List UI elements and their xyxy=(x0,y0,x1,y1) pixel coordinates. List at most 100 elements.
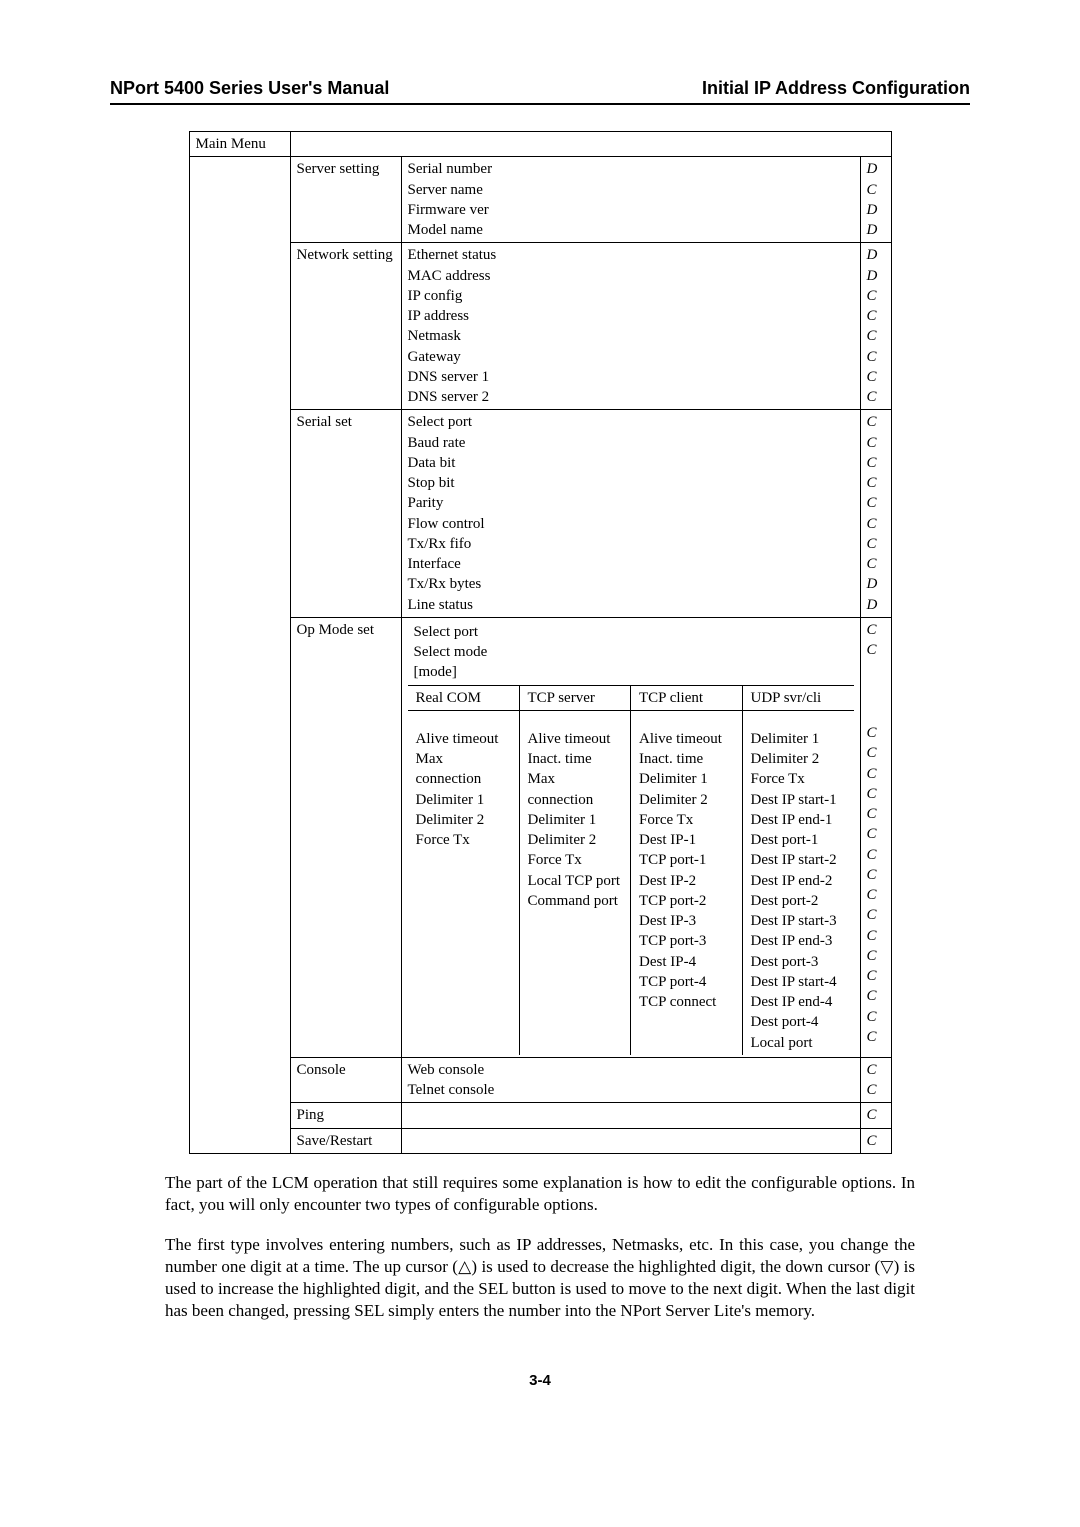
table-line: Delimiter 2 xyxy=(528,830,623,850)
table-line: Tx/Rx bytes xyxy=(408,574,854,594)
console-items: Web consoleTelnet console xyxy=(401,1057,860,1103)
table-line: Dest port-3 xyxy=(751,952,846,972)
dc-letter: C xyxy=(867,764,885,784)
table-line: TCP connect xyxy=(639,992,734,1012)
header-left: NPort 5400 Series User's Manual xyxy=(110,78,389,99)
table-line: C xyxy=(867,620,885,640)
table-line: Tx/Rx fifo xyxy=(408,534,854,554)
table-line: Alive timeout xyxy=(416,729,511,749)
dc-letter: C xyxy=(867,784,885,804)
table-line: Serial number xyxy=(408,159,854,179)
table-line: D xyxy=(867,595,885,615)
table-line: Stop bit xyxy=(408,473,854,493)
table-line: Delimiter 1 xyxy=(416,790,511,810)
table-line: Dest port-2 xyxy=(751,891,846,911)
table-line: Max connection xyxy=(528,769,623,810)
table-line: Delimiter 2 xyxy=(416,810,511,830)
table-line: Dest IP start-4 xyxy=(751,972,846,992)
dc-letter: C xyxy=(867,885,885,905)
table-line: Ethernet status xyxy=(408,245,854,265)
table-line: Force Tx xyxy=(416,830,511,850)
c2-server: Server setting xyxy=(290,157,401,243)
table-line: Delimiter 1 xyxy=(751,729,846,749)
mode-subtable: Real COM TCP server TCP client UDP svr/c… xyxy=(408,685,854,1055)
table-line: C xyxy=(867,306,885,326)
table-line: Interface xyxy=(408,554,854,574)
table-line: Alive timeout xyxy=(528,729,623,749)
table-line: D xyxy=(867,200,885,220)
table-line: C xyxy=(867,640,885,660)
dc-letter: C xyxy=(867,1007,885,1027)
dc-letter: C xyxy=(867,824,885,844)
table-line: Select mode xyxy=(414,642,848,662)
table-line: Local TCP port xyxy=(528,871,623,891)
table-line: C xyxy=(867,534,885,554)
page-number: 3-4 xyxy=(110,1372,970,1389)
table-line: MAC address xyxy=(408,266,854,286)
table-line: Local port xyxy=(751,1033,846,1053)
table-line: Dest IP-4 xyxy=(639,952,734,972)
ping-dc: C xyxy=(860,1103,891,1128)
table-line: Delimiter 2 xyxy=(751,749,846,769)
dc-letter: C xyxy=(867,966,885,986)
table-line: TCP port-3 xyxy=(639,931,734,951)
table-line: Dest IP start-3 xyxy=(751,911,846,931)
dc-letter: C xyxy=(867,865,885,885)
c2-ping: Ping xyxy=(290,1103,401,1128)
table-line: DNS server 1 xyxy=(408,367,854,387)
table-line: Delimiter 2 xyxy=(639,790,734,810)
table-line: TCP port-1 xyxy=(639,850,734,870)
table-line: C xyxy=(867,1080,885,1100)
table-line: C xyxy=(867,514,885,534)
col-main-menu: Main Menu xyxy=(189,132,290,157)
opmode-body: Select portSelect mode[mode] Real COM TC… xyxy=(401,617,860,1057)
table-line: Data bit xyxy=(408,453,854,473)
table-line: C xyxy=(867,387,885,407)
table-line: Select port xyxy=(408,412,854,432)
c2-save: Save/Restart xyxy=(290,1128,401,1153)
ping-body xyxy=(401,1103,860,1128)
lcm-table: Main Menu Server setting Serial numberSe… xyxy=(189,131,892,1154)
network-items: Ethernet statusMAC addressIP configIP ad… xyxy=(401,243,860,410)
dc-letter: C xyxy=(867,723,885,743)
table-line: [mode] xyxy=(414,662,848,682)
save-body xyxy=(401,1128,860,1153)
opmode-dc: CC CCCCCCCCCCCCCCCC xyxy=(860,617,891,1057)
table-line: Inact. time xyxy=(639,749,734,769)
dc-letter: C xyxy=(867,905,885,925)
table-line: TCP port-4 xyxy=(639,972,734,992)
table-line: C xyxy=(867,326,885,346)
table-line: Alive timeout xyxy=(639,729,734,749)
col1-blank xyxy=(189,157,290,1154)
table-line: Command port xyxy=(528,891,623,911)
table-line: D xyxy=(867,159,885,179)
table-line: Delimiter 1 xyxy=(528,810,623,830)
table-line: D xyxy=(867,220,885,240)
mode-hdr-real: Real COM xyxy=(408,685,520,710)
table-line: Delimiter 1 xyxy=(639,769,734,789)
table-line: Select port xyxy=(414,622,848,642)
serial-dc: CCCCCCCCDD xyxy=(860,410,891,618)
table-line: Flow control xyxy=(408,514,854,534)
dc-letter: C xyxy=(867,804,885,824)
table-line: C xyxy=(867,453,885,473)
server-items: Serial numberServer nameFirmware verMode… xyxy=(401,157,860,243)
table-line: Dest port-4 xyxy=(751,1012,846,1032)
table-line: Dest IP-1 xyxy=(639,830,734,850)
blank-top xyxy=(290,132,891,157)
paragraph-2: The first type involves entering numbers… xyxy=(165,1234,915,1322)
table-line: Line status xyxy=(408,595,854,615)
table-line: C xyxy=(867,1060,885,1080)
table-line: IP address xyxy=(408,306,854,326)
table-line: Dest IP end-2 xyxy=(751,871,846,891)
mode-hdr-tcpsrv: TCP server xyxy=(519,685,631,710)
c2-console: Console xyxy=(290,1057,401,1103)
mode-hdr-tcpcli: TCP client xyxy=(631,685,743,710)
table-line: C xyxy=(867,347,885,367)
table-line: Netmask xyxy=(408,326,854,346)
c2-serial: Serial set xyxy=(290,410,401,618)
table-line: Parity xyxy=(408,493,854,513)
table-line: Dest IP end-4 xyxy=(751,992,846,1012)
table-line: Model name xyxy=(408,220,854,240)
table-line: D xyxy=(867,245,885,265)
